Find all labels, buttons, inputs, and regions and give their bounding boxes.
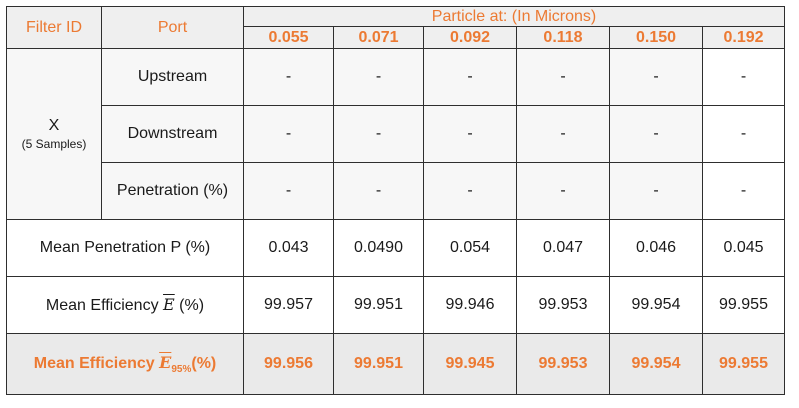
table-cell: -: [516, 48, 610, 106]
table-cell: -: [423, 162, 517, 220]
table-cell: -: [243, 162, 334, 220]
port-label: Upstream: [101, 48, 244, 106]
table-cell: 0.0490: [333, 219, 424, 277]
table-cell: -: [243, 105, 334, 163]
table-cell: 99.956: [243, 333, 334, 395]
results-table-wrapper: Filter ID Port Particle at: (In Microns)…: [6, 6, 786, 395]
table-row-penetration: Penetration (%) - - - - - -: [7, 162, 786, 220]
sample-note: (5 Samples): [21, 137, 87, 151]
mean-efficiency-prefix: Mean Efficiency: [45, 297, 159, 314]
table-cell: 0.047: [516, 219, 610, 277]
table-cell: -: [423, 48, 517, 106]
table-cell: 0.043: [243, 219, 334, 277]
table-cell: -: [609, 105, 703, 163]
table-cell: -: [609, 48, 703, 106]
table-cell: 0.046: [609, 219, 703, 277]
mean-efficiency-95-prefix: Mean Efficiency: [33, 354, 155, 372]
header-row-top: Filter ID Port Particle at: (In Microns): [6, 6, 786, 49]
mean-efficiency-suffix: (%): [179, 297, 205, 314]
table-cell: 99.951: [333, 276, 424, 334]
table-cell: 99.953: [516, 333, 610, 395]
table-cell: -: [701, 162, 786, 220]
e-bar-symbol: E: [159, 352, 172, 372]
e-bar-symbol: E: [163, 295, 175, 314]
header-size: 0.150: [609, 26, 703, 49]
table-cell: -: [333, 162, 424, 220]
table-cell: 99.955: [701, 276, 786, 334]
header-size: 0.071: [333, 26, 424, 49]
header-size: 0.055: [243, 26, 334, 49]
port-label: Downstream: [101, 105, 244, 163]
header-size: 0.118: [516, 26, 610, 49]
mean-penetration-label: Mean Penetration P (%): [6, 219, 244, 277]
table-cell: -: [609, 162, 703, 220]
table-cell: 99.953: [516, 276, 610, 334]
table-cell: -: [701, 105, 786, 163]
table-row-mean-efficiency-95: Mean Efficiency E95%(%) 99.956 99.951 99…: [6, 333, 786, 395]
port-label: Penetration (%): [101, 162, 244, 220]
mean-efficiency-95-label: Mean Efficiency E95%(%): [6, 333, 244, 395]
table-cell: 99.954: [609, 276, 703, 334]
header-size: 0.092: [423, 26, 517, 49]
sample-id: X: [48, 117, 60, 134]
table-row-upstream: X (5 Samples) Upstream - - - - - -: [6, 48, 786, 220]
mean-efficiency-label: Mean Efficiency E (%): [6, 276, 244, 334]
header-filter-id: Filter ID: [6, 6, 102, 49]
table-cell: 0.045: [701, 219, 786, 277]
table-cell: 0.054: [423, 219, 517, 277]
header-size: 0.192: [701, 26, 786, 49]
table-cell: -: [701, 48, 786, 106]
sample-id-cell: X (5 Samples): [6, 48, 102, 220]
table-row-mean-efficiency: Mean Efficiency E (%) 99.957 99.951 99.9…: [6, 276, 786, 334]
table-row-mean-penetration: Mean Penetration P (%) 0.043 0.0490 0.05…: [6, 219, 786, 277]
table-row-downstream: Downstream - - - - - -: [7, 105, 786, 163]
table-cell: -: [333, 105, 424, 163]
table-cell: 99.945: [423, 333, 517, 395]
table-cell: -: [333, 48, 424, 106]
header-port: Port: [101, 6, 244, 49]
e-subscript: 95%: [171, 364, 192, 376]
filter-efficiency-table: Filter ID Port Particle at: (In Microns)…: [6, 6, 786, 395]
table-cell: 99.955: [701, 333, 786, 395]
table-cell: -: [516, 105, 610, 163]
table-cell: 99.957: [243, 276, 334, 334]
table-cell: -: [243, 48, 334, 106]
table-cell: -: [516, 162, 610, 220]
table-cell: -: [423, 105, 517, 163]
table-cell: 99.954: [609, 333, 703, 395]
header-particle-at: Particle at: (In Microns): [242, 6, 786, 27]
table-cell: 99.951: [333, 333, 424, 395]
table-cell: 99.946: [423, 276, 517, 334]
mean-efficiency-95-suffix: (%): [191, 354, 217, 372]
